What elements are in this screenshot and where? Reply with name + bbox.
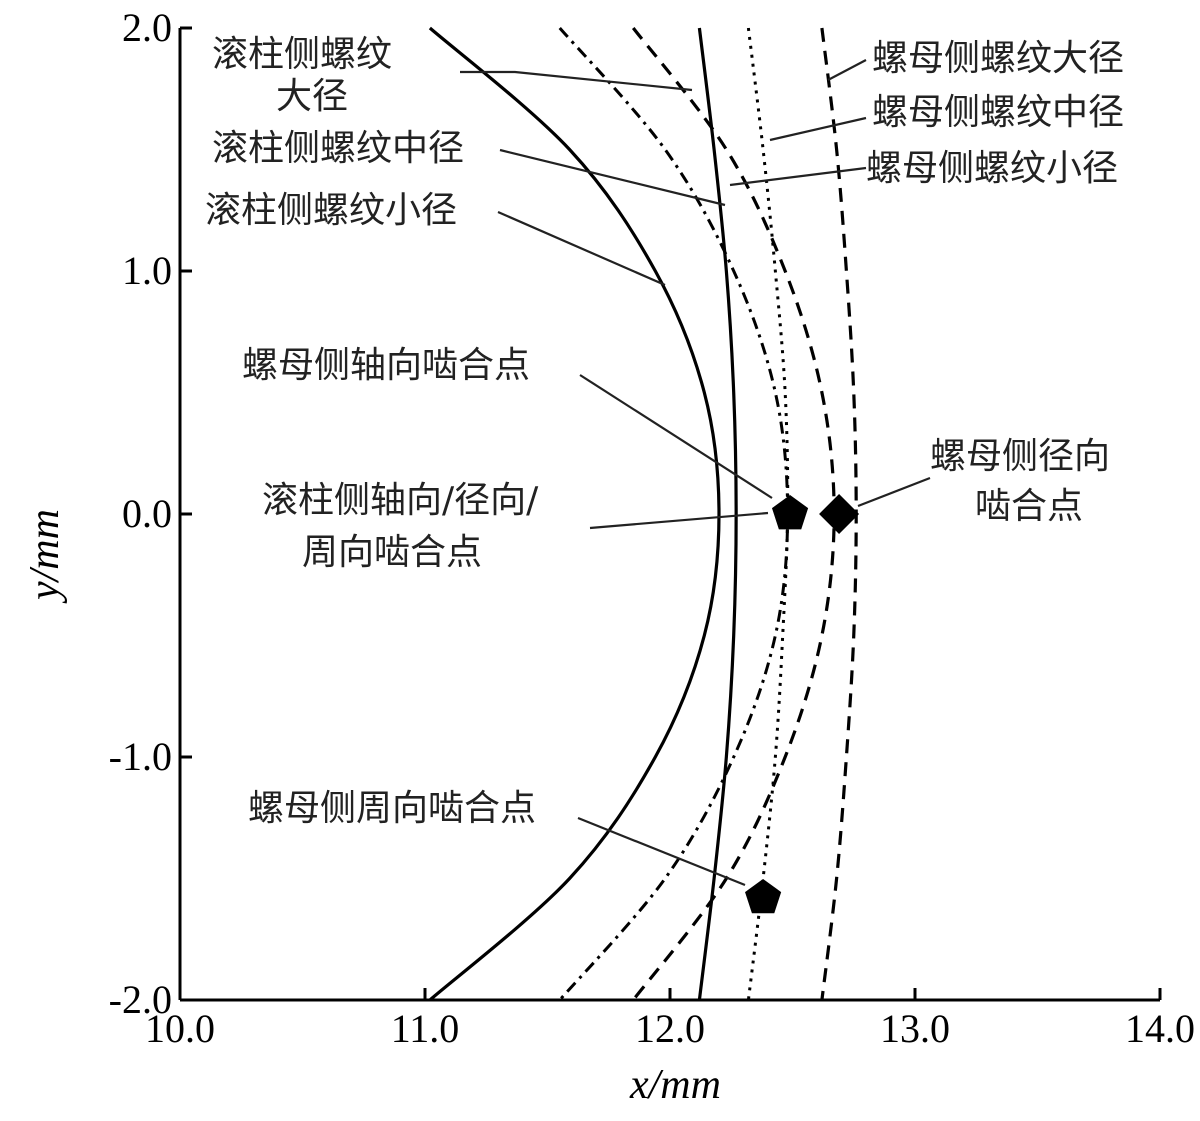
annot-roller-major-line1: 滚柱侧螺纹 [212,34,392,75]
marker-point-2 [819,494,860,534]
leader-nut-minor [729,166,867,187]
annot-roller-mesh-line2: 周向啮合点 [302,532,482,573]
annot-nut-pitch: 螺母侧螺纹中径 [872,92,1124,133]
y-tick-label: 2.0 [122,5,172,50]
annot-roller-mesh-line1: 滚柱侧轴向/径向/ [262,480,539,521]
annot-roller-pitch: 滚柱侧螺纹中径 [212,128,464,169]
leader-nut-axial [579,374,773,499]
leader-roller-major [460,70,693,92]
annot-nut-minor: 螺母侧螺纹小径 [866,148,1118,189]
leader-nut-pitch [769,116,867,142]
y-tick-label: -1.0 [109,734,172,779]
marker-point-3 [745,878,782,914]
x-tick-label: 14.0 [1125,1006,1195,1051]
annot-roller-major-line2: 大径 [276,76,348,117]
leader-roller-pitch [499,148,726,207]
annot-nut-major: 螺母侧螺纹大径 [872,38,1124,79]
x-tick-label: 11.0 [391,1006,460,1051]
annot-nut-radial-line2: 啮合点 [975,486,1083,527]
annotations: 滚柱侧螺纹 大径 滚柱侧螺纹中径 滚柱侧螺纹小径 螺母侧螺纹大径 螺母侧螺纹中径… [205,34,1124,829]
axis-ticks: 10.0 11.0 12.0 13.0 14.0 2.0 1.0 0.0 -1.0 -2.0 [109,5,1195,1051]
series-line-2 [697,27,738,1001]
leader-lines [460,59,931,887]
annot-roller-minor: 滚柱侧螺纹小径 [205,190,457,231]
x-axis-label: x/mm [629,1062,721,1108]
y-tick-label: -2.0 [109,977,172,1022]
x-tick-label: 13.0 [880,1006,950,1051]
y-tick-label: 0.0 [122,491,172,536]
points-layer [745,494,860,914]
annot-nut-circ: 螺母侧周向啮合点 [248,788,536,829]
series-line-1 [428,26,721,1002]
leader-nut-major [827,59,867,81]
y-axis-label: y/mm [22,509,68,604]
annot-nut-axial: 螺母侧轴向啮合点 [242,345,530,386]
marker-point-1 [771,495,809,530]
x-tick-label: 10.0 [145,1006,215,1051]
annot-nut-radial-line1: 螺母侧径向 [930,436,1110,477]
leader-nut-circ [577,816,746,887]
leader-roller-mesh [589,511,769,530]
leader-nut-radial [857,476,931,508]
x-tick-label: 12.0 [635,1006,705,1051]
y-tick-label: 1.0 [122,248,172,293]
leader-roller-minor [497,210,666,287]
